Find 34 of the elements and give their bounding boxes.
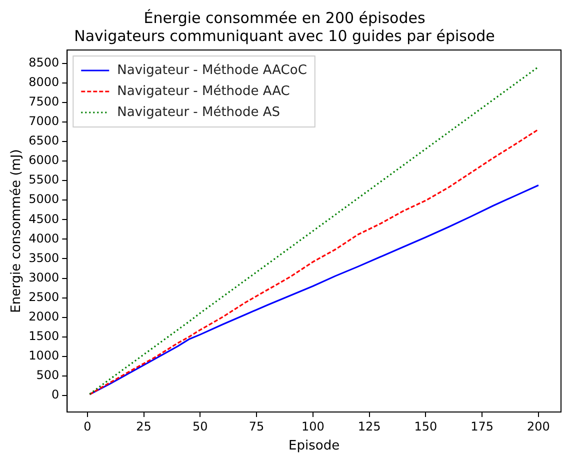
x-tick-label: 50 <box>192 419 208 434</box>
chart-title: Énergie consommée en 200 épisodes Navigateurs communiquant avec 10 guides par épisode <box>74 8 495 45</box>
legend-label: Navigateur - Méthode AACoC <box>117 62 307 78</box>
legend-label: Navigateur - Méthode AS <box>117 104 280 120</box>
x-tick-label: 125 <box>358 419 381 434</box>
x-axis-title: Episode <box>288 438 340 454</box>
x-tick-label: 0 <box>84 419 92 434</box>
y-tick-label: 3500 <box>28 250 60 265</box>
y-tick-label: 5000 <box>28 192 60 206</box>
y-tick-label: 2000 <box>28 310 60 324</box>
x-tick-label: 200 <box>526 419 550 434</box>
y-axis-title: Energie consommée (mJ) <box>9 149 24 313</box>
x-tick-label: 100 <box>301 419 324 434</box>
y-tick-label: 8500 <box>28 55 60 70</box>
y-tick-label: 7000 <box>28 114 60 128</box>
y-tick-label: 4000 <box>28 231 60 246</box>
line-series <box>88 128 540 396</box>
y-tick-label: 4500 <box>28 212 60 226</box>
x-tick-label: 25 <box>136 419 152 434</box>
x-tick-label: 75 <box>248 419 264 434</box>
y-tick-label: 7500 <box>28 94 60 109</box>
y-tick-label: 6000 <box>28 153 60 168</box>
y-tick-label: 3000 <box>28 270 60 284</box>
y-tick-label: 6500 <box>28 134 60 148</box>
y-tick-label: 500 <box>36 368 60 382</box>
y-tick-label: 1000 <box>28 348 60 363</box>
y-tick-label: 2500 <box>28 290 60 304</box>
x-tick-label: 150 <box>414 419 438 434</box>
y-tick-label: 5500 <box>28 172 60 187</box>
legend-label: Navigateur - Méthode AAC <box>117 84 290 99</box>
x-tick-label: 175 <box>470 419 494 434</box>
y-tick-label: 1500 <box>28 329 60 344</box>
y-tick-label: 0 <box>52 388 60 402</box>
y-tick-label: 8000 <box>28 74 60 89</box>
